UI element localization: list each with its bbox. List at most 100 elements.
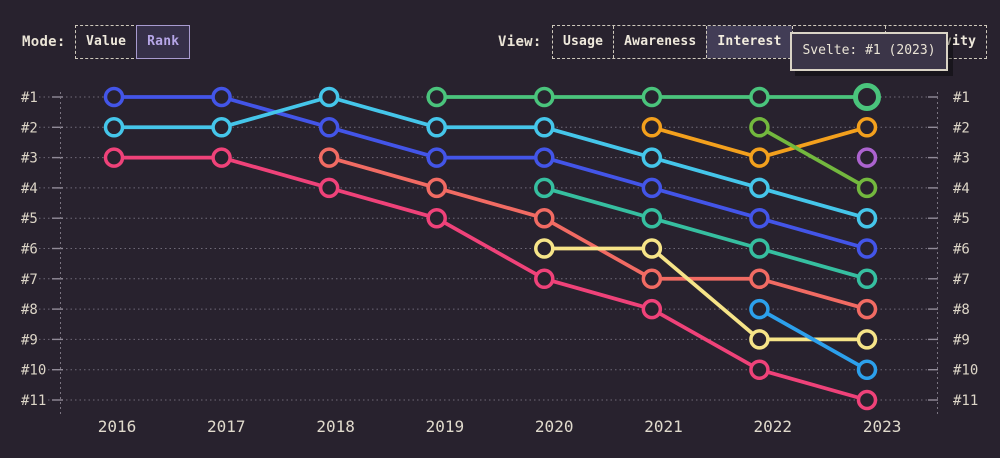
rank-label-right: #7 <box>953 272 970 288</box>
data-point-magenta-2016[interactable] <box>103 147 125 168</box>
year-label-2016: 2016 <box>98 417 137 436</box>
series-line-cyan <box>112 95 869 221</box>
data-point-cyan-2020[interactable] <box>534 117 555 138</box>
data-point-lime-2022[interactable] <box>749 117 770 138</box>
rank-label-left: #4 <box>21 181 38 197</box>
data-point-magenta-2021[interactable] <box>641 298 663 320</box>
year-label-2023: 2023 <box>863 417 902 436</box>
view-option-interest[interactable]: Interest <box>706 26 792 58</box>
data-point-cyan-2022[interactable] <box>749 177 770 199</box>
data-point-teal-2023[interactable] <box>856 268 878 290</box>
data-point-royal-blue-2017[interactable] <box>211 86 232 108</box>
data-point-cyan-2018[interactable] <box>318 86 340 108</box>
data-point-coral-2022[interactable] <box>749 268 770 290</box>
series-line-lime <box>757 125 869 190</box>
view-option-awareness[interactable]: Awareness <box>613 26 706 58</box>
data-point-orange-2022[interactable] <box>749 147 770 168</box>
data-point-green-svelte-2022[interactable] <box>749 86 770 108</box>
data-point-coral-2023[interactable] <box>856 298 878 320</box>
rank-label-right: #6 <box>953 242 970 258</box>
rank-label-right: #4 <box>953 181 970 197</box>
data-point-coral-2021[interactable] <box>641 268 663 290</box>
data-point-coral-2018[interactable] <box>318 147 340 168</box>
data-point-royal-blue-2022[interactable] <box>749 207 770 229</box>
data-point-sky-2023[interactable] <box>856 359 878 380</box>
data-point-green-svelte-2020[interactable] <box>534 86 555 108</box>
rank-label-left: #9 <box>21 332 38 348</box>
data-point-magenta-2023[interactable] <box>856 389 878 411</box>
data-point-orange-2021[interactable] <box>641 117 663 138</box>
rank-label-right: #2 <box>953 120 970 136</box>
data-point-cyan-2019[interactable] <box>426 117 447 138</box>
data-point-cyan-2023[interactable] <box>856 207 878 229</box>
data-point-yellow-2021[interactable] <box>641 238 663 259</box>
data-point-yellow-2023[interactable] <box>856 329 878 350</box>
rank-label-right: #3 <box>953 151 970 167</box>
data-point-magenta-2019[interactable] <box>426 207 447 229</box>
rank-label-right: #9 <box>953 332 970 348</box>
rank-label-left: #1 <box>21 90 38 106</box>
data-point-teal-2020[interactable] <box>534 177 555 199</box>
data-point-sky-2022[interactable] <box>749 298 770 320</box>
rank-label-left: #2 <box>21 120 38 136</box>
series-line-coral <box>327 155 869 311</box>
data-point-magenta-2020[interactable] <box>534 268 555 290</box>
data-point-cyan-2016[interactable] <box>103 117 125 138</box>
view-label: View: <box>498 34 542 50</box>
view-option-usage[interactable]: Usage <box>553 26 613 58</box>
rank-label-right: #5 <box>953 211 970 227</box>
tooltip-text: Svelte: #1 (2023) <box>802 43 936 58</box>
data-point-royal-blue-2019[interactable] <box>426 147 447 168</box>
rank-label-left: #11 <box>21 393 46 409</box>
series-line-magenta <box>112 155 869 402</box>
year-label-2017: 2017 <box>207 417 246 436</box>
rank-label-left: #8 <box>21 302 38 318</box>
rank-label-left: #5 <box>21 211 38 227</box>
year-label-2018: 2018 <box>316 417 355 436</box>
data-point-yellow-2022[interactable] <box>749 329 770 350</box>
mode-button-group: Value Rank <box>75 25 191 59</box>
rank-label-right: #10 <box>953 363 978 379</box>
data-point-cyan-2021[interactable] <box>641 147 663 168</box>
data-point-orange-2023[interactable] <box>856 117 878 138</box>
series-line-sky <box>757 307 869 372</box>
data-point-green-svelte-2019[interactable] <box>426 86 447 108</box>
year-label-2019: 2019 <box>426 417 465 436</box>
data-point-green-svelte-2023-highlighted[interactable] <box>852 83 881 111</box>
data-point-green-svelte-2021[interactable] <box>641 86 663 108</box>
mode-option-rank[interactable]: Rank <box>136 25 191 59</box>
data-point-royal-blue-2021[interactable] <box>641 177 663 199</box>
data-point-coral-2019[interactable] <box>426 177 447 199</box>
rank-label-right: #11 <box>953 393 978 409</box>
mode-option-value[interactable]: Value <box>76 26 136 58</box>
series-line-royal-blue <box>112 95 869 251</box>
rank-label-left: #10 <box>21 363 46 379</box>
data-point-magenta-2017[interactable] <box>211 147 232 168</box>
mode-label: Mode: <box>22 34 66 50</box>
rank-label-left: #3 <box>21 151 38 167</box>
data-point-royal-blue-2020[interactable] <box>534 147 555 168</box>
series-line-teal <box>542 186 869 281</box>
rank-label-left: #6 <box>21 242 38 258</box>
data-point-magenta-2018[interactable] <box>318 177 340 199</box>
rank-label-right: #8 <box>953 302 970 318</box>
rank-label-left: #7 <box>21 272 38 288</box>
data-point-coral-2020[interactable] <box>534 207 555 229</box>
rank-label-right: #1 <box>953 90 970 106</box>
data-point-teal-2021[interactable] <box>641 207 663 229</box>
year-label-2022: 2022 <box>754 417 793 436</box>
data-point-royal-blue-2018[interactable] <box>318 117 340 138</box>
grid-layer: #1 #1 #2 #2 #3 #3 #4 #4 #5 #5 #6 #6 #7 #7 #8 #8 #9 #9 #10 #… <box>21 90 978 436</box>
data-point-royal-blue-2016[interactable] <box>103 86 125 108</box>
data-points-layer <box>103 83 881 411</box>
data-point-yellow-2020[interactable] <box>534 238 555 259</box>
data-point-purple-2023[interactable] <box>856 147 878 168</box>
data-point-cyan-2017[interactable] <box>211 117 232 138</box>
data-point-royal-blue-2023[interactable] <box>856 238 878 259</box>
year-label-2020: 2020 <box>535 417 574 436</box>
data-point-lime-2023[interactable] <box>856 177 878 199</box>
data-point-magenta-2022[interactable] <box>749 359 770 380</box>
data-point-teal-2022[interactable] <box>749 238 770 259</box>
